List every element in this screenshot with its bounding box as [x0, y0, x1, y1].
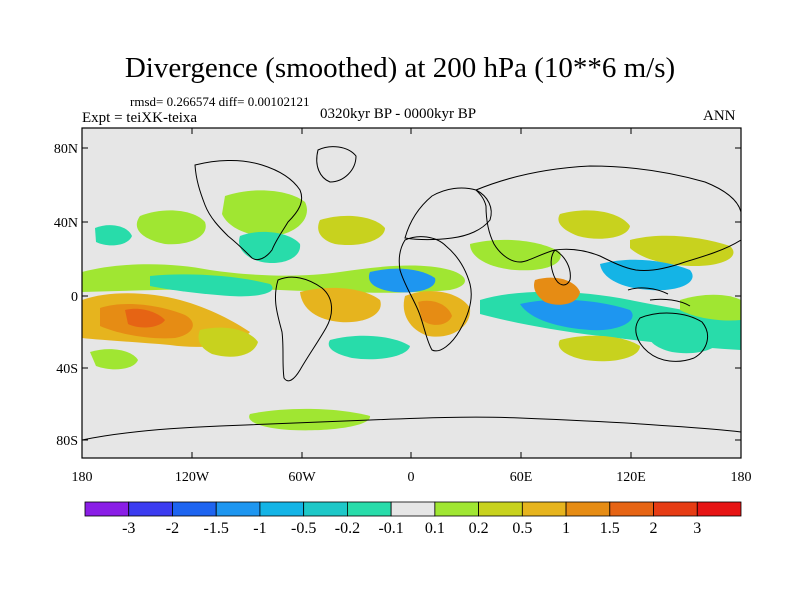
colorbar-label: -2 [166, 520, 179, 537]
field-natl-yellow [318, 215, 385, 246]
colorbar-swatch [346, 501, 392, 517]
colorbar-swatch [609, 501, 654, 517]
plot-title: Divergence (smoothed) at 200 hPa (10**6 … [124, 52, 676, 84]
colorbar-swatch [565, 501, 611, 517]
coast-australia [635, 312, 709, 362]
colorbar-label: -3 [122, 520, 135, 537]
colorbar-swatch [696, 501, 742, 517]
field-npacific-2 [95, 225, 132, 246]
lon-tick-label: 120E [616, 470, 646, 485]
colorbar-label: -0.5 [291, 520, 316, 537]
field-africa-orange [534, 277, 580, 305]
field-ntropic-cyan [150, 274, 273, 297]
coast-africa [398, 236, 472, 352]
field-wpac-green [680, 294, 741, 321]
coast-north-america [194, 159, 303, 261]
lon-tick-label: 180 [731, 470, 752, 485]
field-sor-green [249, 408, 371, 431]
colorbar-swatch [653, 501, 698, 517]
divergence-field [82, 190, 741, 431]
coast-asia [475, 165, 741, 271]
field-spac-yellow [198, 327, 258, 357]
longitude-axis: 180 120W 60W 0 60E 120E 180 [72, 128, 752, 485]
colorbar-label: 1.5 [600, 520, 620, 537]
map-background [82, 128, 741, 458]
colorbar-label: 1 [562, 520, 570, 537]
colorbar-swatch [434, 501, 480, 517]
colorbar-label: 3 [693, 520, 701, 537]
field-spac-green [90, 349, 138, 370]
field-satl-cyan [328, 335, 410, 360]
coastlines [82, 146, 741, 441]
lon-tick-label: 120W [175, 470, 210, 485]
lat-tick-label: 40S [56, 362, 78, 377]
colorbar-label: -0.1 [378, 520, 403, 537]
lon-tick-label: 180 [72, 470, 93, 485]
field-austr-cyan [648, 327, 720, 354]
colorbar-label: 0.1 [425, 520, 445, 537]
lat-tick-label: 80N [54, 142, 78, 157]
field-europe [558, 210, 630, 239]
field-wpac-cyan [600, 259, 693, 291]
colorbar-label: 0.2 [469, 520, 489, 537]
colorbar-swatch [390, 501, 436, 517]
colorbar-swatch [128, 501, 173, 517]
lon-tick-label: 60E [510, 470, 533, 485]
colorbar-label: -1 [253, 520, 266, 537]
colorbar-swatch [303, 501, 348, 517]
colorbar-label: -0.2 [335, 520, 360, 537]
coast-greenland [316, 146, 357, 183]
coast-india [550, 249, 571, 286]
field-indian-blue [520, 299, 633, 331]
experiment-label: Expt = teiXK-teixa [82, 110, 198, 126]
season-label: ANN [703, 108, 736, 124]
colorbar-swatch [521, 501, 567, 517]
latitude-axis: 80N 40N 0 40S 80S [54, 142, 741, 449]
field-asia-yellow [630, 235, 734, 266]
colorbar-swatch [84, 501, 130, 517]
colorbar-label: 2 [650, 520, 658, 537]
coast-south-america [275, 276, 332, 382]
colorbar-swatch [259, 501, 305, 517]
lat-tick-label: 40N [54, 216, 78, 231]
lon-tick-label: 60W [288, 470, 316, 485]
coast-indonesia [627, 287, 691, 307]
field-npacific-1 [136, 210, 206, 245]
field-samer-orange [300, 287, 381, 323]
field-namer-cyan [239, 231, 301, 264]
field-africa-n [470, 239, 561, 271]
field-sind-yellow [558, 335, 640, 362]
field-ntropic-blue [368, 268, 436, 293]
colorbar-swatch [215, 501, 261, 517]
coast-europe [404, 187, 492, 240]
stats-label: rmsd= 0.266574 diff= 0.00102121 [130, 94, 310, 109]
colorbar: -3 -2 -1.5 -1 -0.5 -0.2 -0.1 0.1 0.2 0.5 1 1.5 2 3 [84, 501, 742, 537]
lat-tick-label: 0 [71, 290, 78, 305]
colorbar-swatch [172, 501, 217, 517]
field-atl-core [418, 300, 452, 325]
period-label: 0320kyr BP - 0000kyr BP [320, 106, 477, 122]
lon-tick-label: 0 [408, 470, 415, 485]
colorbar-label: -1.5 [204, 520, 229, 537]
lat-tick-label: 80S [56, 434, 78, 449]
field-pacific-core [125, 308, 165, 328]
colorbar-label: 0.5 [512, 520, 532, 537]
colorbar-swatch [478, 501, 523, 517]
coast-antarctica [82, 416, 741, 441]
